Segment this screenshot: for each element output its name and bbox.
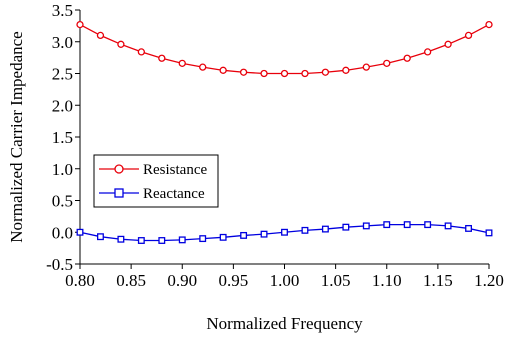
y-axis-title: Normalized Carrier Impedance (7, 31, 26, 242)
resistance-point (485, 20, 493, 29)
resistance-point (423, 48, 432, 56)
reactance-point (383, 221, 391, 229)
y-tick-label: 3.0 (52, 33, 73, 52)
reactance-point (219, 233, 227, 241)
y-tick-label: 0.5 (52, 192, 73, 211)
resistance-point (117, 40, 125, 48)
reactance-point (362, 222, 370, 230)
reactance-point (178, 236, 186, 244)
x-tick-label: 0.80 (65, 271, 95, 290)
reactance-point (301, 226, 309, 234)
y-tick-label: 1.0 (52, 160, 73, 179)
x-tick-label: 1.05 (321, 271, 351, 290)
y-tick-label: 3.5 (52, 1, 73, 20)
x-tick-label: 1.20 (474, 271, 504, 290)
resistance-point (464, 31, 473, 40)
reactance-point (137, 237, 145, 244)
reactance-point (260, 230, 268, 238)
resistance-point (342, 66, 350, 74)
resistance-point (178, 59, 186, 67)
x-tick-label: 1.00 (270, 271, 300, 290)
x-tick-label: 1.10 (372, 271, 402, 290)
reactance-point (240, 231, 248, 239)
reactance-point (342, 223, 350, 231)
resistance-point (219, 66, 227, 74)
series-layer (76, 20, 493, 244)
legend-reactance-marker (114, 188, 124, 198)
reactance-point (76, 228, 84, 236)
y-tick-label: 2.5 (52, 65, 73, 84)
y-tick-label: -0.5 (46, 255, 73, 274)
resistance-point (444, 40, 452, 48)
legend: Resistance Reactance (93, 154, 219, 208)
axes: -0.5 0.0 0.5 1.0 1.5 2.0 2.5 3.0 3.5 0.80 0.85 0.90… (46, 1, 504, 290)
reactance-point (403, 221, 411, 229)
resistance-point (137, 48, 146, 56)
x-tick-label: 0.85 (116, 271, 146, 290)
y-tick-label: 2.0 (52, 96, 73, 115)
resistance-point (403, 54, 411, 62)
reactance-point (199, 235, 207, 243)
resistance-point (280, 69, 289, 78)
x-tick-label: 1.15 (423, 271, 453, 290)
reactance-point (485, 229, 493, 237)
legend-box (93, 154, 219, 208)
resistance-point (321, 68, 330, 76)
reactance-point (117, 235, 125, 243)
resistance-point (260, 69, 268, 78)
reactance-point (444, 222, 452, 230)
series-resistance (76, 20, 493, 78)
resistance-point (158, 54, 166, 62)
y-tick-label: 1.5 (52, 128, 73, 147)
reactance-point (465, 224, 472, 232)
legend-resistance-marker (114, 164, 124, 174)
reactance-point (97, 233, 104, 241)
resistance-point (76, 20, 84, 29)
series-reactance (76, 221, 493, 244)
reactance-point (424, 221, 432, 229)
reactance-point (281, 228, 288, 236)
x-axis-title: Normalized Frequency (206, 314, 363, 333)
legend-reactance-label: Reactance (143, 186, 205, 202)
reactance-point (321, 225, 329, 233)
y-tick-label: 0.0 (52, 223, 73, 242)
resistance-point (239, 68, 248, 76)
legend-resistance-label: Resistance (143, 162, 207, 178)
resistance-point (362, 63, 370, 71)
resistance-point (301, 69, 309, 78)
resistance-point (199, 63, 207, 71)
resistance-point (383, 59, 391, 67)
x-tick-label: 0.95 (219, 271, 249, 290)
resistance-point (96, 31, 105, 40)
x-tick-label: 0.90 (167, 271, 197, 290)
reactance-point (158, 237, 166, 244)
